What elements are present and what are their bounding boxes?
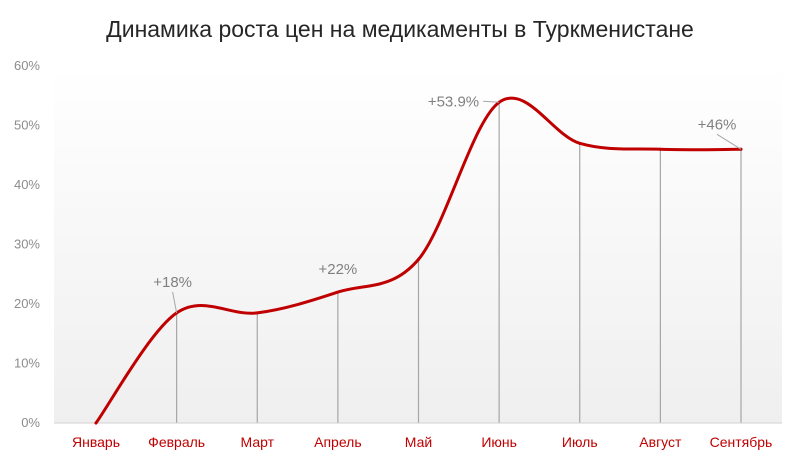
x-tick-label: Сентябрь: [710, 434, 773, 450]
x-tick-label: Февраль: [148, 434, 205, 450]
y-tick-label: 40%: [14, 177, 40, 192]
y-tick-label: 20%: [14, 296, 40, 311]
x-tick-label: Апрель: [314, 434, 362, 450]
data-label: +53.9%: [428, 93, 479, 110]
annotation-leader: [716, 133, 742, 150]
y-tick-label: 0%: [21, 415, 40, 430]
data-label: +18%: [153, 274, 192, 291]
data-point: [578, 141, 582, 145]
x-axis: Январь Февраль Март Апрель Май Июнь Июль Август…: [72, 434, 772, 450]
data-point: [417, 257, 420, 261]
data-label: +22%: [318, 261, 357, 278]
data-point: [336, 290, 340, 294]
x-tick-label: Июль: [562, 434, 598, 450]
x-tick-label: Май: [405, 434, 432, 450]
y-tick-label: 60%: [14, 58, 40, 73]
annotations: +18% +22% +53.9% +46%: [153, 93, 742, 314]
data-point: [658, 147, 662, 151]
data-point: [94, 421, 98, 425]
y-tick-label: 10%: [14, 356, 40, 371]
y-tick-label: 50%: [14, 118, 40, 133]
data-label: +46%: [698, 116, 737, 133]
x-tick-label: Январь: [72, 434, 120, 450]
annotation-leader: [172, 291, 178, 314]
y-axis: 0% 10% 20% 30% 40% 50% 60%: [14, 58, 40, 430]
y-tick-label: 30%: [14, 237, 40, 252]
annotation-leader: [483, 100, 500, 103]
x-tick-label: Июнь: [481, 434, 517, 450]
chart-title: Динамика роста цен на медикаменты в Турк…: [106, 16, 694, 42]
drop-lines: [176, 102, 742, 423]
series-layer: [94, 96, 743, 425]
data-point: [255, 311, 259, 315]
x-tick-label: Март: [241, 434, 275, 450]
x-tick-label: Август: [639, 434, 682, 450]
